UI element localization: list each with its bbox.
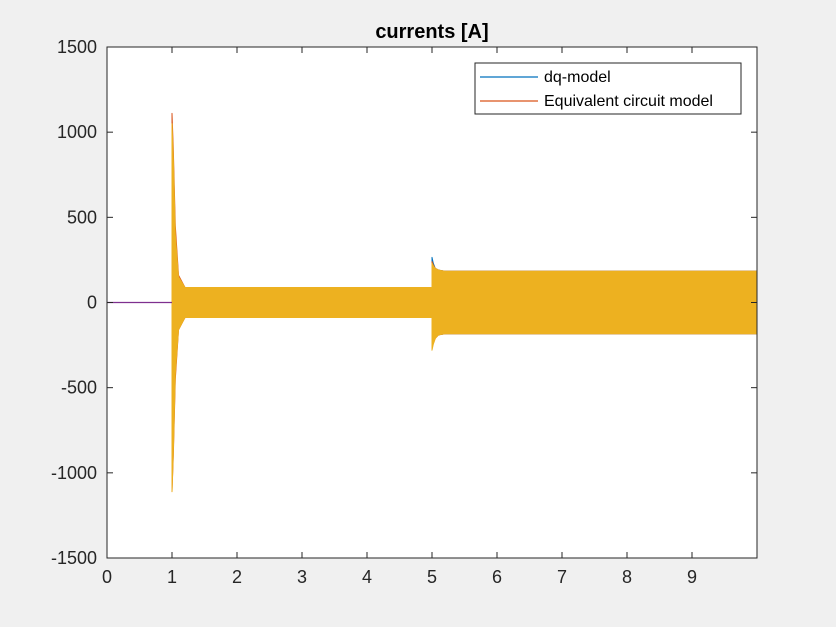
y-tick-label: 1500 — [57, 37, 97, 57]
y-tick-label: 0 — [87, 293, 97, 313]
x-tick-label: 3 — [297, 567, 307, 587]
legend-box — [474, 62, 742, 115]
y-tick-label: -1000 — [51, 463, 97, 483]
y-tick-label: -500 — [61, 378, 97, 398]
x-tick-label: 4 — [362, 567, 372, 587]
chart-title: currents [A] — [375, 21, 488, 43]
legend-label-2: Equivalent circuit model — [544, 93, 713, 110]
y-tick-label: 1000 — [57, 122, 97, 142]
x-tick-label: 0 — [102, 567, 112, 587]
legend: dq-model Equivalent circuit model — [474, 62, 742, 115]
axes-box — [106, 46, 758, 559]
y-tick-label: 500 — [67, 207, 97, 227]
x-tick-label: 6 — [492, 567, 502, 587]
x-tick-label: 7 — [557, 567, 567, 587]
legend-label-1: dq-model — [544, 69, 611, 86]
x-tick-label: 9 — [687, 567, 697, 587]
x-tick-label: 8 — [622, 567, 632, 587]
y-tick-label: -1500 — [51, 548, 97, 568]
x-tick-label: 5 — [427, 567, 437, 587]
x-tick-label: 1 — [167, 567, 177, 587]
x-tick-label: 2 — [232, 567, 242, 587]
tick-layer: 0 1 2 3 4 5 6 7 8 9 1500 1000 500 0 -500 -1000 -1500 — [51, 37, 757, 587]
